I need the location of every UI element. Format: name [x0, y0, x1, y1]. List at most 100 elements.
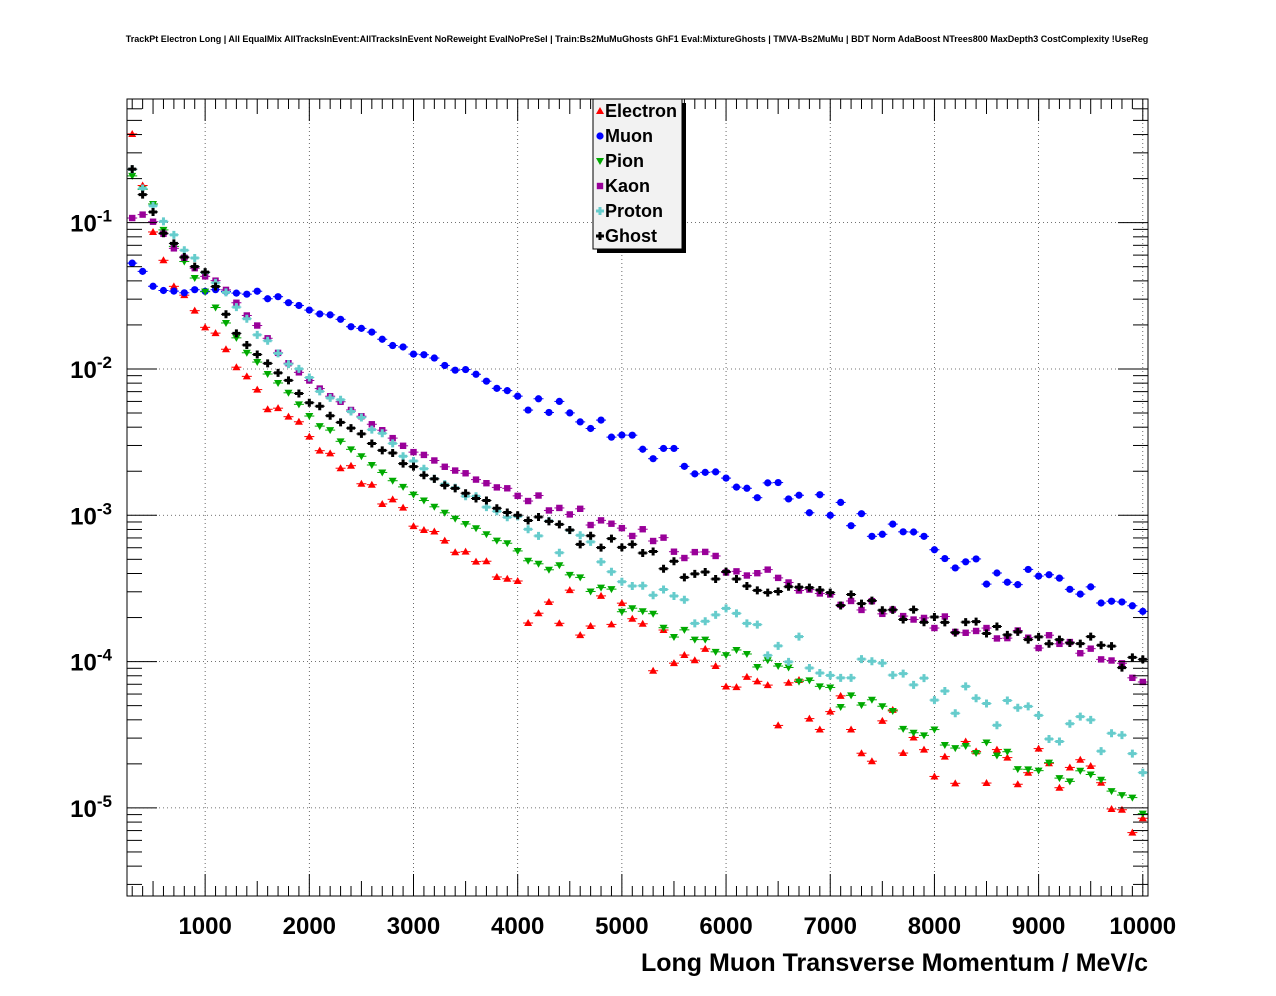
- data-point: [388, 477, 397, 485]
- data-point: [763, 588, 772, 597]
- data-point: [763, 657, 772, 665]
- data-point: [909, 733, 918, 741]
- data-point: [232, 303, 241, 312]
- data-point: [743, 484, 751, 492]
- data-point: [139, 211, 146, 218]
- data-point: [378, 446, 387, 455]
- data-point: [274, 349, 283, 358]
- data-point: [243, 290, 251, 298]
- data-point: [294, 417, 303, 425]
- data-point: [899, 725, 908, 733]
- data-point: [816, 491, 824, 499]
- data-point: [847, 692, 856, 700]
- data-point: [169, 239, 178, 248]
- data-point: [274, 293, 282, 301]
- data-point: [305, 398, 314, 407]
- data-point: [1056, 640, 1063, 648]
- data-point: [1138, 814, 1147, 822]
- data-point: [1118, 660, 1126, 667]
- data-point: [461, 547, 470, 555]
- data-point: [544, 517, 553, 526]
- data-point: [347, 323, 355, 331]
- data-point: [1128, 828, 1137, 836]
- data-point: [909, 605, 918, 614]
- data-point: [711, 610, 720, 619]
- data-point: [565, 525, 574, 534]
- data-point: [794, 583, 803, 592]
- data-point: [221, 345, 230, 353]
- data-point: [597, 557, 606, 566]
- data-point: [899, 615, 908, 624]
- data-point: [513, 511, 522, 520]
- data-point: [659, 564, 668, 573]
- data-point: [888, 671, 897, 680]
- data-point: [628, 540, 637, 549]
- data-point: [638, 581, 647, 590]
- data-point: [691, 470, 699, 478]
- data-point: [753, 664, 762, 672]
- data-point: [242, 314, 251, 323]
- data-point: [409, 350, 418, 358]
- data-point: [701, 617, 710, 626]
- data-point: [993, 569, 1001, 577]
- data-point: [1034, 632, 1043, 641]
- data-point: [670, 548, 678, 555]
- data-point: [441, 361, 449, 370]
- data-point: [1087, 583, 1095, 591]
- data-point: [514, 392, 522, 400]
- data-point: [556, 504, 563, 512]
- data-point: [399, 503, 408, 511]
- data-point: [149, 207, 158, 216]
- data-point: [190, 275, 199, 283]
- data-point: [805, 583, 814, 592]
- data-point: [774, 721, 783, 729]
- data-point: [899, 749, 908, 757]
- data-point: [1097, 641, 1106, 650]
- y-tick-label: 10-4: [70, 646, 112, 677]
- data-point: [899, 528, 907, 536]
- data-point: [555, 562, 564, 570]
- x-tick-label: 3000: [387, 913, 440, 940]
- data-point: [367, 425, 376, 434]
- data-point: [503, 540, 512, 548]
- x-tick-label: 6000: [699, 913, 752, 940]
- data-point: [920, 532, 928, 540]
- data-point: [1118, 598, 1126, 606]
- data-point: [753, 620, 762, 629]
- data-point: [232, 329, 241, 338]
- data-point: [472, 370, 480, 378]
- data-point: [1035, 572, 1043, 580]
- series-kaon: [127, 211, 1148, 686]
- data-point: [867, 596, 876, 605]
- data-point: [378, 469, 387, 477]
- data-point: [972, 627, 980, 635]
- y-tick-label: 10-2: [70, 353, 112, 384]
- data-point: [305, 373, 314, 382]
- data-point: [920, 618, 929, 627]
- data-point: [576, 540, 585, 549]
- data-point: [618, 431, 626, 439]
- data-point: [513, 577, 522, 585]
- data-point: [649, 666, 658, 674]
- series-pion: [127, 172, 1148, 818]
- data-point: [576, 418, 584, 426]
- data-point: [722, 474, 730, 482]
- data-point: [545, 507, 553, 514]
- data-point: [524, 525, 533, 534]
- data-point: [534, 609, 543, 617]
- data-point: [951, 745, 960, 753]
- x-tick-label: 10000: [1109, 913, 1176, 940]
- data-point: [774, 663, 783, 671]
- data-point: [597, 591, 606, 599]
- data-point: [409, 462, 418, 471]
- axes: 1000 2000 3000 4000 5000 6000 7000 8000 9000 1000…: [70, 99, 1176, 940]
- y-tick-exponent: -3: [97, 499, 112, 518]
- data-point: [263, 336, 272, 345]
- data-point: [681, 554, 688, 562]
- data-point: [346, 446, 355, 454]
- data-point: [774, 478, 782, 487]
- data-point: [951, 628, 960, 637]
- data-point: [1117, 792, 1126, 800]
- data-point: [326, 311, 334, 319]
- data-point: [159, 229, 168, 238]
